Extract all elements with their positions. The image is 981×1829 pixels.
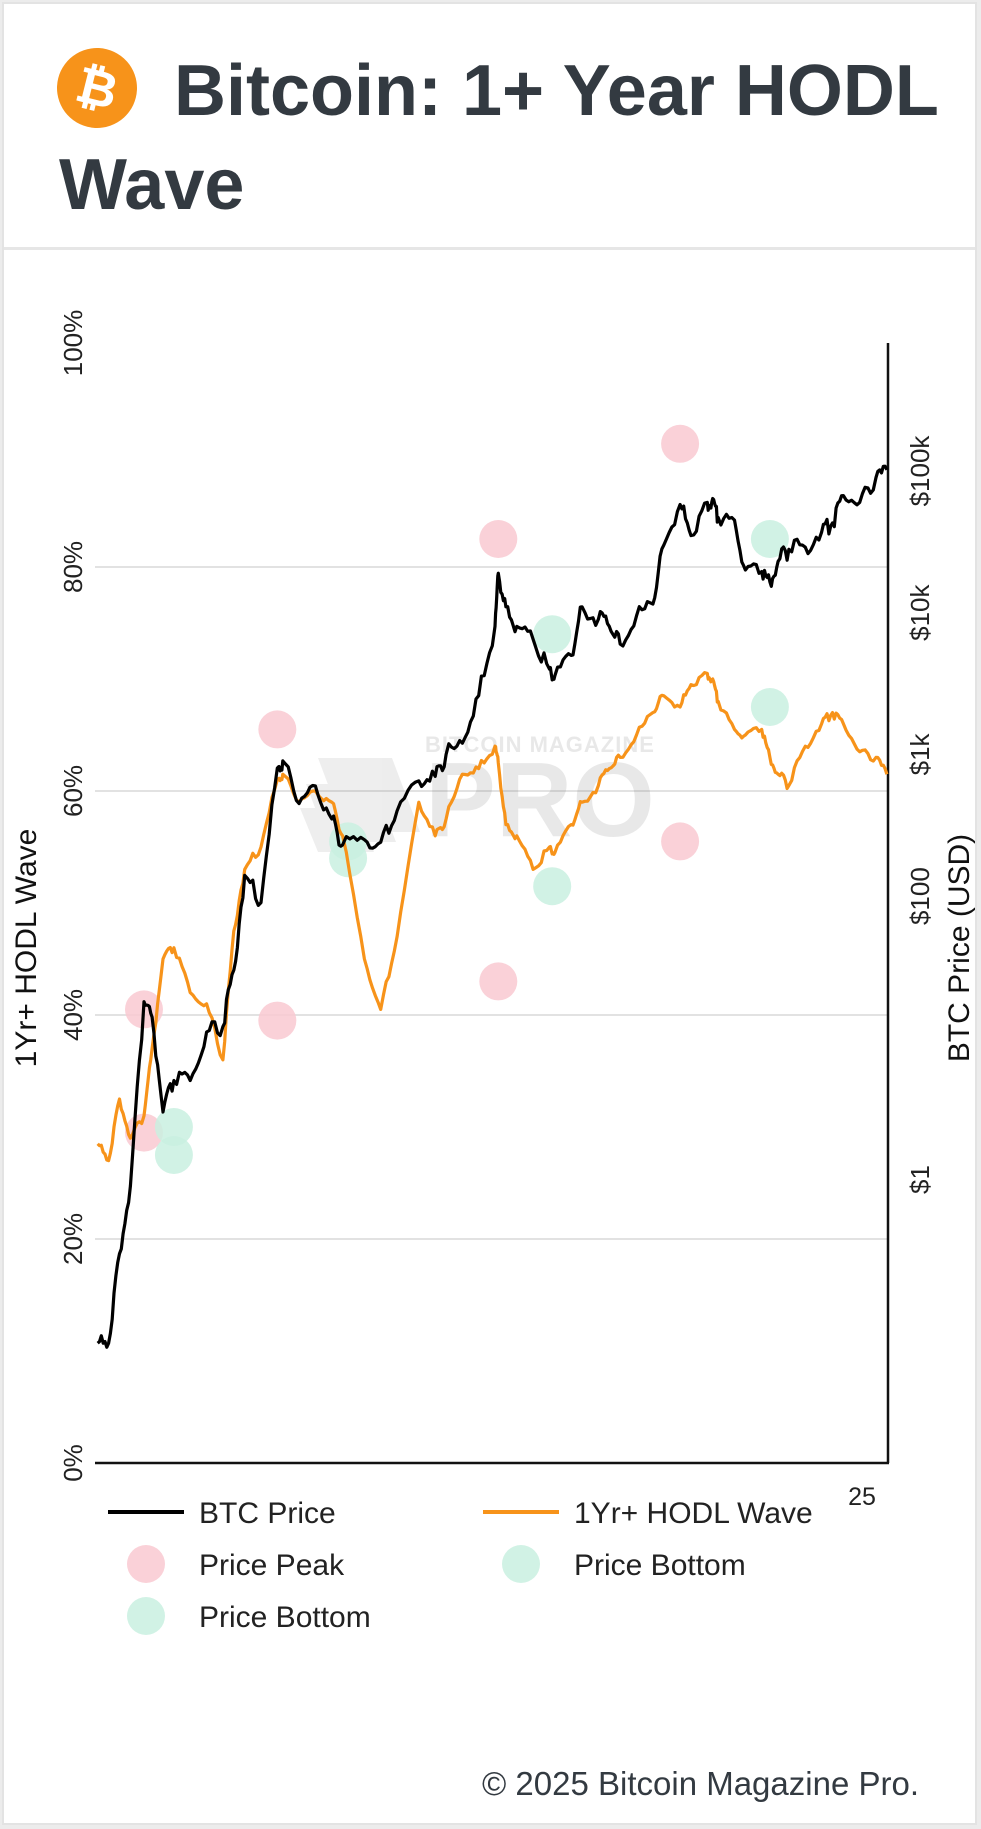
price-bottom-marker: [750, 520, 789, 558]
price-bottom-marker: [154, 1136, 193, 1174]
right-tick-label: $1k: [905, 732, 935, 775]
price-peak-marker: [258, 1001, 297, 1040]
price-bottom-marker: [154, 1108, 193, 1146]
legend-label: BTC Price: [199, 1497, 336, 1530]
series-lines: [96, 464, 889, 1349]
legend-swatch-price-bottom: [502, 1545, 540, 1583]
price-peak-marker: [479, 962, 518, 1001]
price-bottom-marker: [533, 867, 572, 906]
price-peak-marker: [661, 822, 700, 861]
left-tick-label: 60%: [58, 765, 88, 817]
left-axis-title: 1Yr+ HODL Wave: [10, 829, 43, 1068]
legend-label: 1Yr+ HODL Wave: [574, 1497, 813, 1530]
legend: BTC Price 1Yr+ HODL Wave Price Peak Price B…: [108, 1497, 813, 1635]
price-bottom-marker: [750, 688, 789, 726]
left-tick-label: 20%: [58, 1213, 88, 1265]
price-peak-marker: [479, 520, 518, 558]
legend-label: Price Peak: [199, 1549, 345, 1582]
header: ₿ Bitcoin: 1+ Year HODL Wave: [4, 4, 975, 250]
legend-swatch-price-bottom: [127, 1597, 165, 1635]
left-tick-label: 0%: [58, 1444, 88, 1482]
left-tick-label: 80%: [58, 541, 88, 593]
legend-swatch-price-peak: [127, 1545, 165, 1583]
x-tick-label: 25: [848, 1483, 876, 1511]
right-tick-label: $10k: [905, 584, 935, 641]
axes: 0% 20% 40% 60% 80% 100% 1Yr+ HODL Wave $1 $100 $1…: [10, 310, 976, 1511]
price-peak-marker: [661, 424, 700, 463]
gridlines: [95, 566, 888, 1240]
page-title: Bitcoin: 1+ Year HODL Wave: [59, 51, 938, 225]
right-axis-title: BTC Price (USD): [943, 834, 976, 1062]
hodl-wave-line: [96, 671, 889, 1163]
copyright-footer: © 2025 Bitcoin Magazine Pro.: [481, 1765, 919, 1802]
btc-price-line: [96, 464, 889, 1349]
legend-label: Price Bottom: [199, 1601, 371, 1634]
price-bottom-marker: [533, 615, 572, 654]
price-peak-marker: [258, 710, 297, 749]
right-tick-label: $1: [905, 1165, 935, 1194]
right-tick-label: $100: [905, 867, 935, 925]
left-tick-label: 40%: [58, 989, 88, 1041]
legend-label: Price Bottom: [574, 1549, 746, 1582]
right-tick-label: $100k: [905, 435, 935, 507]
left-tick-label: 100%: [58, 310, 88, 377]
